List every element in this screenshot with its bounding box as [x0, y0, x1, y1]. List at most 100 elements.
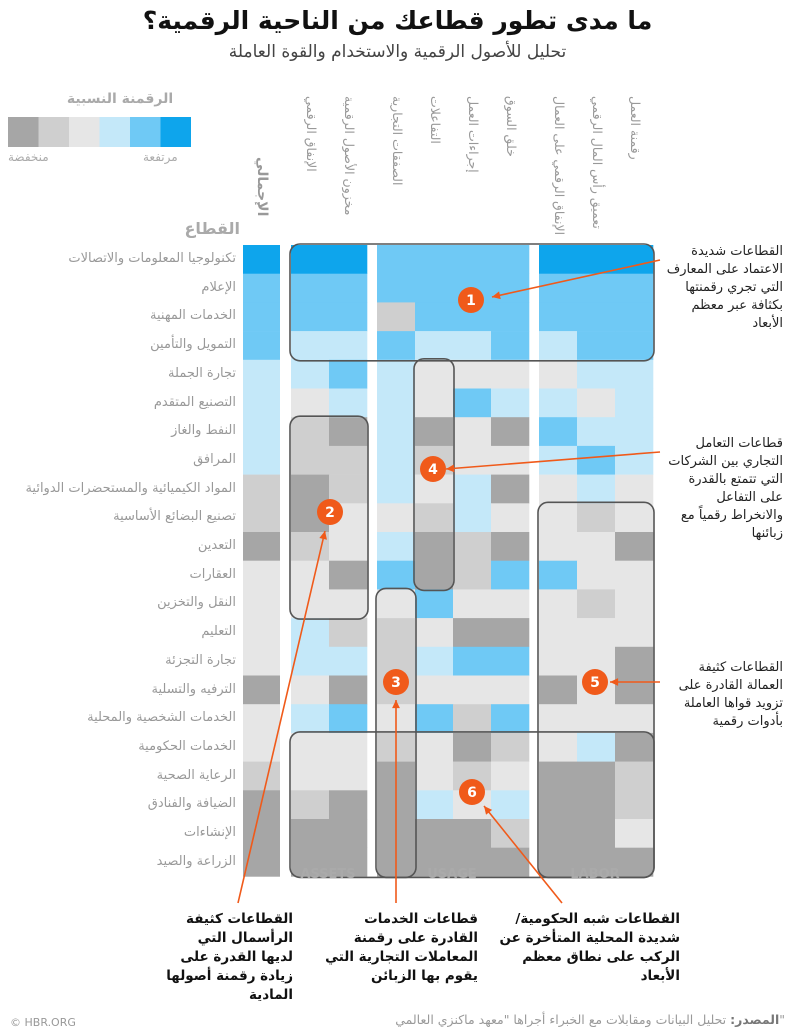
- heatmap-cell: [577, 331, 616, 361]
- heatmap-cell: [415, 245, 454, 274]
- heatmap-cell: [539, 618, 578, 648]
- marker-5: [582, 669, 608, 695]
- heatmap-cell: [329, 388, 368, 418]
- heatmap-cell: [415, 704, 454, 734]
- heatmap-cell: [539, 589, 578, 619]
- heatmap-cell: [291, 618, 330, 648]
- heatmap-cell: [491, 819, 530, 848]
- leader-line: [491, 259, 661, 298]
- heatmap-cell: [415, 331, 454, 361]
- row-label: الترفيه والتسلية: [151, 681, 236, 697]
- heatmap-cell: [453, 618, 492, 648]
- heatmap-cell: [539, 302, 578, 332]
- leader-arrowhead: [446, 464, 455, 473]
- heatmap-cell: [453, 245, 492, 274]
- credit: © HBR.ORG: [10, 1016, 76, 1029]
- heatmap-cell: [577, 589, 616, 619]
- leader-arrowhead: [610, 678, 619, 686]
- heatmap-cell: [415, 417, 454, 447]
- heatmap-cell: [539, 675, 578, 705]
- row-label: الإنشاءات: [183, 825, 236, 840]
- heatmap-cell: [453, 388, 492, 418]
- heatmap-cell: [377, 273, 416, 303]
- leader-arrowhead: [319, 531, 327, 540]
- heatmap-cell: [539, 532, 578, 561]
- heatmap-cell: [539, 474, 578, 504]
- total-cell: [243, 359, 280, 389]
- heatmap-cell: [615, 474, 654, 504]
- row-label: الرعاية الصحية: [156, 767, 236, 783]
- heatmap-cell: [615, 331, 654, 361]
- heatmap-cell: [329, 646, 368, 676]
- row-label: التمويل والتأمين: [150, 337, 236, 353]
- heatmap-cell: [329, 560, 368, 590]
- heatmap-cell: [539, 359, 578, 389]
- heatmap-cell: [453, 503, 492, 533]
- heatmap-cell: [539, 560, 578, 590]
- heatmap-cell: [377, 302, 416, 332]
- heatmap-cell: [539, 819, 578, 848]
- heatmap-cell: [453, 331, 492, 361]
- heatmap-cell: [377, 331, 416, 361]
- heatmap-cell: [491, 646, 530, 676]
- heatmap-cell: [539, 273, 578, 303]
- leader-line: [445, 451, 661, 470]
- group-label-labor: LABOR: [570, 867, 620, 882]
- callout-1-text: القطاعات شديدة الاعتماد على المعارف التي…: [666, 244, 783, 331]
- total-cell: [243, 273, 280, 303]
- chart-title: ما مدى تطور قطاعك من الناحية الرقمية؟: [142, 6, 653, 35]
- heatmap-cell: [577, 532, 616, 561]
- marker-3: [383, 669, 409, 695]
- heatmap-cell: [539, 503, 578, 533]
- leader-arrowhead: [492, 291, 501, 300]
- legend-high-label: مرتفعة: [143, 150, 178, 164]
- row-label: العقارات: [189, 566, 236, 582]
- total-cell: [243, 761, 280, 791]
- note-6-text: القطاعات شبه الحكومية/ شديدة المحلية الم…: [499, 911, 681, 984]
- heatmap-cell: [453, 646, 492, 676]
- heatmap-cell: [577, 618, 616, 648]
- heatmap-cell: [491, 474, 530, 504]
- heatmap-cell: [615, 445, 654, 475]
- heatmap-cell: [291, 388, 330, 418]
- heatmap-cell: [577, 273, 616, 303]
- heatmap-cell: [491, 618, 530, 648]
- heatmap-cell: [291, 245, 330, 274]
- heatmap-cell: [491, 331, 530, 361]
- total-cell: [243, 560, 280, 590]
- heatmap-cell: [491, 273, 530, 303]
- heatmap-cell: [453, 819, 492, 848]
- row-label: الزراعة والصيد: [156, 853, 236, 869]
- total-cell: [243, 331, 280, 361]
- legend-swatch: [99, 117, 130, 147]
- heatmap-cell: [577, 761, 616, 791]
- heatmap-cell: [577, 388, 616, 418]
- total-cell: [243, 847, 280, 877]
- heatmap-cell: [329, 790, 368, 820]
- marker-4: [420, 456, 446, 482]
- heatmap-cell: [415, 675, 454, 705]
- heatmap-cell: [577, 704, 616, 734]
- source-label: المصدر:: [730, 1012, 780, 1027]
- heatmap-cell: [577, 790, 616, 820]
- row-label: النفط والغاز: [171, 423, 236, 439]
- total-cell: [243, 646, 280, 676]
- leader-arrowhead: [484, 806, 493, 815]
- heatmap-cell: [291, 417, 330, 447]
- heatmap-cell: [491, 302, 530, 332]
- heatmap-cell: [577, 359, 616, 389]
- heatmap-cell: [491, 445, 530, 475]
- heatmap-cell: [415, 646, 454, 676]
- group-box-4: [413, 357, 455, 592]
- heatmap-cell: [491, 560, 530, 590]
- source-text: تحليل البيانات ومقابلات مع الخبراء أجراه…: [395, 1012, 785, 1027]
- heatmap-cell: [615, 704, 654, 734]
- heatmap-cell: [577, 560, 616, 590]
- heatmap-cell: [577, 445, 616, 475]
- heatmap-cell: [329, 359, 368, 389]
- source-note: المصدر: تحليل البيانات ومقابلات مع الخبر…: [395, 1012, 785, 1027]
- heatmap-cell: [377, 618, 416, 648]
- heatmap-cell: [539, 331, 578, 361]
- heatmap-cell: [577, 474, 616, 504]
